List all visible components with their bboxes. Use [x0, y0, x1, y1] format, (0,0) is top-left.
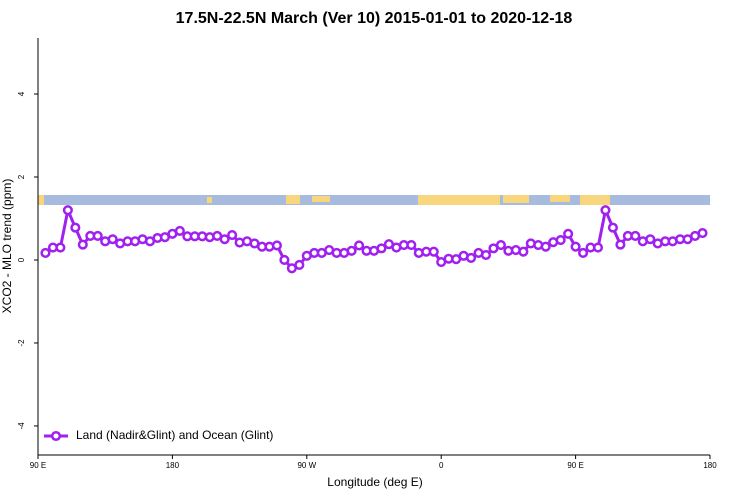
data-point: [697, 227, 708, 239]
data-point: [645, 234, 656, 245]
data-point: [428, 246, 439, 257]
y-tick-label: 0: [17, 257, 26, 262]
data-point: [77, 239, 88, 250]
data-point: [570, 241, 581, 252]
x-tick-label: 180: [703, 461, 717, 470]
data-point: [294, 259, 305, 271]
data-point: [563, 228, 574, 239]
data-point: [480, 249, 492, 261]
y-tick-label: -2: [17, 339, 26, 347]
data-point: [630, 230, 641, 241]
data-point: [607, 222, 618, 233]
y-tick-label: -4: [17, 422, 26, 430]
data-point: [174, 225, 185, 236]
x-tick-label: 90 E: [567, 461, 583, 470]
data-point: [70, 222, 81, 233]
data-point: [466, 252, 477, 263]
y-tick-label: 4: [17, 91, 26, 96]
x-axis-title: Longitude (deg E): [327, 475, 422, 489]
data-point: [540, 241, 551, 252]
data-point: [219, 234, 230, 245]
data-point: [40, 247, 51, 258]
data-point: [62, 205, 73, 216]
data-point: [615, 239, 626, 250]
data-point: [227, 230, 238, 241]
data-point: [346, 245, 357, 256]
data-point: [55, 242, 66, 253]
data-point: [92, 230, 103, 241]
data-point: [107, 234, 118, 245]
data-point: [600, 205, 611, 216]
data-point: [271, 240, 282, 251]
x-tick-label: 180: [166, 461, 180, 470]
x-tick-label: 90 W: [297, 461, 316, 470]
data-point: [279, 254, 290, 266]
data-point: [495, 239, 506, 251]
data-point: [518, 246, 529, 257]
data-point: [578, 247, 589, 258]
legend-marker: [50, 430, 62, 442]
data-point: [406, 239, 417, 251]
data-point: [376, 243, 387, 254]
x-tick-label: 0: [439, 461, 444, 470]
legend-label: Land (Nadir&Glint) and Ocean (Glint): [76, 428, 273, 442]
data-point: [555, 235, 566, 246]
data-point: [592, 242, 604, 253]
land-ocean-strip: [38, 195, 710, 205]
y-tick-label: 2: [17, 174, 26, 179]
chart-title: 17.5N-22.5N March (Ver 10) 2015-01-01 to…: [176, 10, 573, 27]
y-axis-title: XCO2 - MLO trend (ppm): [0, 179, 14, 314]
x-tick-label: 90 E: [30, 461, 46, 470]
data-point: [354, 240, 365, 251]
